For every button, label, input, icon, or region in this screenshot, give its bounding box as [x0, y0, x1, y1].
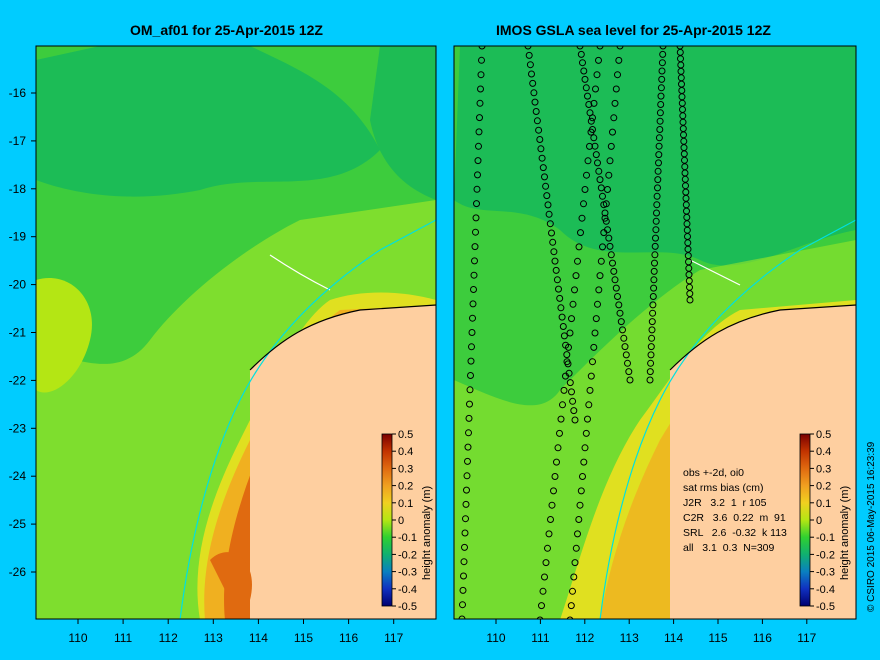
lat-tick-label: -22	[9, 373, 27, 387]
stats-line-2: sat rms bias (cm)	[683, 482, 764, 494]
longitude-axis-right: 110 111 112 113 114 115 116 117	[486, 619, 817, 645]
lon-tick-label: 111	[114, 631, 133, 645]
left-map-panel	[36, 46, 436, 619]
colorbar-tick-label: -0.1	[398, 532, 417, 544]
colorbar-tick-label: -0.5	[398, 601, 417, 613]
colorbar-tick-label: 0.1	[398, 498, 413, 510]
colorbar-tick-label: 0.4	[816, 446, 831, 458]
colorbar-tick-label: 0.5	[816, 429, 831, 441]
colorbar-tick-label: 0.3	[816, 463, 831, 475]
satellite-track-markers	[458, 46, 694, 619]
colorbar-tick-label: 0.2	[816, 481, 831, 493]
statistics-box: obs +-2d, oi0 sat rms bias (cm) J2R 3.2 …	[683, 466, 787, 556]
lon-tick-label: 116	[339, 631, 358, 645]
left-colorbar-label: height anomaly (m)	[421, 486, 433, 580]
colorbar-tick-label: -0.2	[398, 549, 417, 561]
stats-row-j2r: J2R 3.2 1 r 105	[683, 497, 767, 509]
stats-row-c2r: C2R 3.6 0.22 m 91	[683, 512, 786, 524]
lon-tick-label: 116	[753, 631, 772, 645]
colorbar-tick-label: 0	[398, 515, 404, 527]
lat-tick-label: -21	[9, 326, 27, 340]
left-map-title: OM_af01 for 25-Apr-2015 12Z	[130, 22, 323, 38]
colorbar-tick-label: 0.3	[398, 463, 413, 475]
stats-line-1: obs +-2d, oi0	[683, 467, 745, 479]
colorbar-tick-label: -0.2	[816, 549, 835, 561]
right-colorbar-label: height anomaly (m)	[839, 486, 851, 580]
lon-tick-label: 117	[797, 631, 816, 645]
colorbar-tick-label: 0.5	[398, 429, 413, 441]
lat-tick-label: -16	[9, 86, 27, 100]
lat-tick-label: -18	[9, 182, 27, 196]
colorbar-tick-label: 0	[816, 515, 822, 527]
stats-row-all: all 3.1 0.3 N=309	[683, 542, 775, 554]
lat-tick-label: -19	[9, 230, 27, 244]
colorbar-tick-label: 0.2	[398, 481, 413, 493]
lon-tick-label: 117	[384, 631, 403, 645]
lon-tick-label: 113	[204, 631, 223, 645]
colorbar-tick-label: -0.3	[398, 567, 417, 579]
colorbar-tick-label: 0.1	[816, 498, 831, 510]
longitude-axis-left: 110 111 112 113 114 115 116 117	[68, 619, 404, 645]
colorbar-tick-label: -0.3	[816, 567, 835, 579]
lon-tick-label: 114	[249, 631, 268, 645]
lon-tick-label: 110	[486, 631, 505, 645]
stats-row-srl: SRL 2.6 -0.32 k 113	[683, 527, 787, 539]
lon-tick-label: 114	[664, 631, 683, 645]
lat-tick-label: -25	[9, 517, 27, 531]
right-colorbar: 0.5 0.4 0.3 0.2 0.1 0 -0.1 -0.2 -0.3 -0.4 -0.5 hei…	[799, 429, 851, 613]
lat-tick-label: -17	[9, 134, 27, 148]
lat-tick-label: -24	[9, 469, 27, 483]
lon-tick-label: 110	[68, 631, 87, 645]
lon-tick-label: 111	[531, 631, 550, 645]
copyright-credit: © CSIRO 2015 06-May-2015 16:23:39	[866, 441, 877, 612]
colorbar-tick-label: -0.5	[816, 601, 835, 613]
lon-tick-label: 113	[620, 631, 639, 645]
lat-tick-label: -26	[9, 565, 27, 579]
left-colorbar: 0.5 0.4 0.3 0.2 0.1 0 -0.1 -0.2 -0.3 -0.4 -0.5 hei…	[381, 429, 433, 613]
colorbar-tick-label: 0.4	[398, 446, 413, 458]
lon-tick-label: 115	[708, 631, 727, 645]
lat-tick-label: -20	[9, 278, 27, 292]
colorbar-tick-label: -0.4	[816, 584, 835, 596]
lat-tick-label: -23	[9, 421, 27, 435]
latitude-axis: -16 -17 -18 -19 -20 -21 -22 -23 -24 -25 -26	[9, 86, 36, 579]
right-map-title: IMOS GSLA sea level for 25-Apr-2015 12Z	[496, 22, 771, 38]
lon-tick-label: 112	[159, 631, 178, 645]
colorbar-tick-label: -0.1	[816, 532, 835, 544]
lon-tick-label: 112	[575, 631, 594, 645]
lon-tick-label: 115	[294, 631, 313, 645]
right-map-panel	[454, 46, 856, 619]
colorbar-tick-label: -0.4	[398, 584, 417, 596]
